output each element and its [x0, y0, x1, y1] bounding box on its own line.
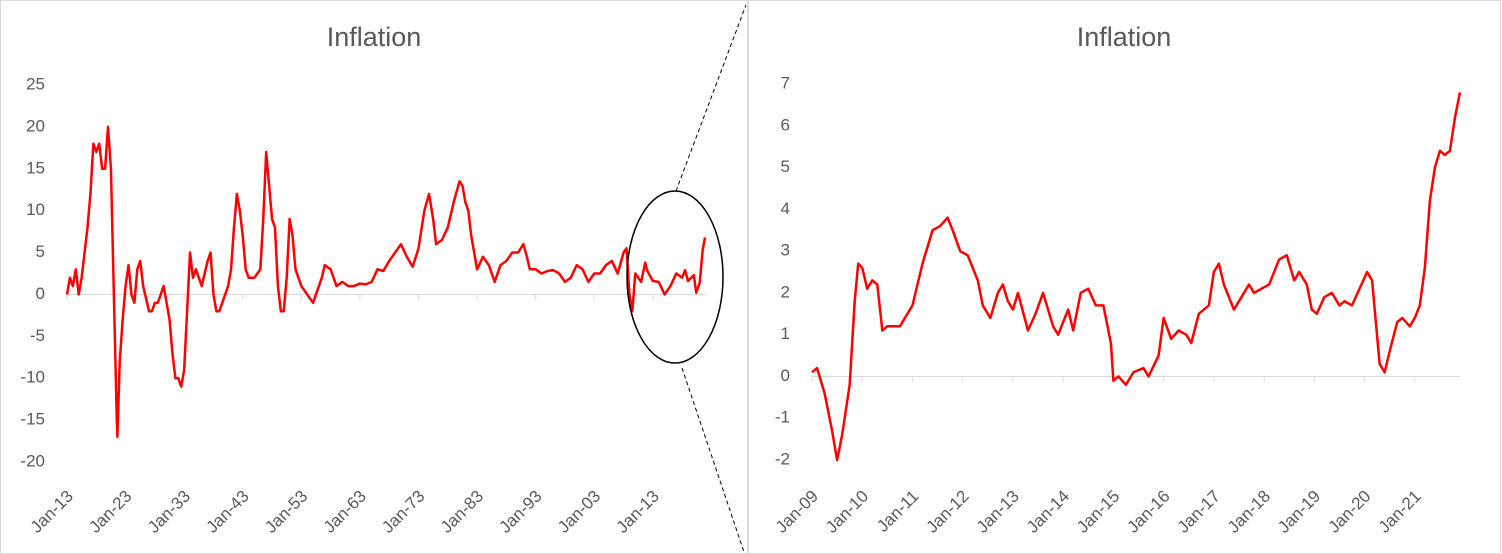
x-tick-label: Jan-13 [27, 487, 77, 537]
zoom-connector [681, 367, 745, 553]
x-tick-label: Jan-10 [822, 487, 872, 537]
y-tick-label: 0 [36, 284, 45, 303]
y-tick-label: 25 [26, 74, 45, 93]
y-tick-label: 15 [26, 158, 45, 177]
y-tick-label: -15 [20, 410, 45, 429]
x-tick-label: Jan-14 [1023, 487, 1073, 537]
x-tick-label: Jan-13 [973, 487, 1023, 537]
y-tick-label: 0 [781, 366, 790, 385]
x-tick-label: Jan-93 [495, 487, 545, 537]
x-tick-label: Jan-03 [554, 487, 604, 537]
y-tick-label: -5 [30, 326, 45, 345]
zoom-connector [675, 4, 747, 192]
y-tick-label: 10 [26, 200, 45, 219]
chart-title: Inflation [1077, 22, 1172, 52]
x-tick-label: Jan-73 [378, 487, 428, 537]
zoom-ellipse [626, 190, 724, 364]
x-tick-label: Jan-33 [144, 487, 194, 537]
y-tick-label: -1 [775, 408, 790, 427]
x-tick-label: Jan-11 [873, 487, 922, 536]
y-tick-label: 20 [26, 116, 45, 135]
y-tick-label: -10 [20, 368, 45, 387]
x-tick-label: Jan-15 [1073, 487, 1123, 537]
x-tick-label: Jan-21 [1375, 487, 1425, 537]
y-tick-label: 1 [781, 324, 790, 343]
x-tick-label: Jan-53 [261, 487, 311, 537]
y-tick-label: 5 [36, 242, 45, 261]
chart-title: Inflation [327, 22, 422, 52]
y-tick-label: 5 [781, 157, 790, 176]
x-tick-label: Jan-19 [1274, 487, 1324, 537]
y-tick-label: 4 [781, 199, 790, 218]
series-line [65, 125, 707, 439]
y-tick-label: -2 [775, 449, 790, 468]
x-tick-label: Jan-18 [1224, 487, 1274, 537]
x-tick-label: Jan-17 [1174, 487, 1224, 537]
series-line [811, 92, 1462, 462]
y-tick-label: 3 [781, 241, 790, 260]
x-tick-label: Jan-12 [923, 487, 973, 537]
y-tick-label: -20 [20, 451, 45, 470]
y-tick-label: 6 [781, 115, 790, 134]
x-tick-label: Jan-16 [1123, 487, 1173, 537]
y-tick-label: 7 [781, 73, 790, 92]
x-tick-label: Jan-83 [437, 487, 487, 537]
right-panel [748, 0, 1501, 554]
x-tick-label: Jan-43 [203, 487, 253, 537]
x-tick-label: Jan-63 [320, 487, 370, 537]
x-tick-label: Jan-20 [1324, 487, 1374, 537]
x-tick-label: Jan-23 [85, 487, 135, 537]
x-tick-label: Jan-13 [613, 487, 663, 537]
x-tick-label: Jan-09 [772, 487, 822, 537]
y-tick-label: 2 [781, 282, 790, 301]
